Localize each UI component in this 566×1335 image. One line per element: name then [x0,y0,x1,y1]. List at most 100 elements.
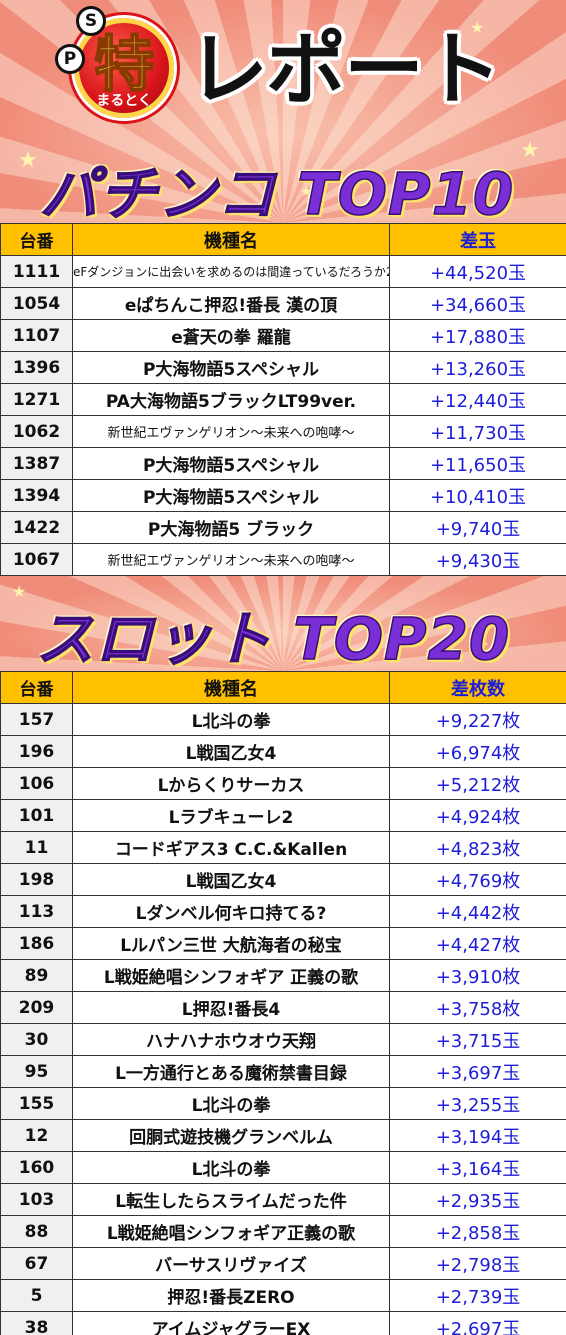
table-row: 209 L押忍!番長4 +3,758枚 [0,991,566,1024]
machine-number-cell: 157 [0,703,73,736]
machine-number-cell: 1054 [0,287,73,320]
machine-number-cell: 38 [0,1311,73,1335]
difference-cell: +9,740玉 [389,511,566,544]
difference-cell: +2,935玉 [389,1183,566,1216]
model-name-cell: eぱちんこ押忍!番長 漢の頂 [72,287,390,320]
star-icon: ★ [470,634,490,659]
maruto-logo: 特 まるとく [60,6,178,130]
model-name-cell: アイムジャグラーEX [72,1311,390,1335]
difference-cell: +6,974枚 [389,735,566,768]
table-row: 5 押忍!番長ZERO +2,739玉 [0,1279,566,1312]
model-name-cell: L戦国乙女4 [72,863,390,896]
star-icon: ★ [18,148,38,173]
difference-cell: +3,164玉 [389,1151,566,1184]
table-row: 186 Lルパン三世 大航海者の秘宝 +4,427枚 [0,927,566,960]
machine-number-cell: 89 [0,959,73,992]
machine-number-cell: 198 [0,863,73,896]
table-row: 95 L一方通行とある魔術禁書目録 +3,697玉 [0,1055,566,1088]
machine-number-cell: 95 [0,1055,73,1088]
table-row: 198 L戦国乙女4 +4,769枚 [0,863,566,896]
model-name-cell: PA大海物語5ブラックLT99ver. [72,383,390,416]
machine-number-cell: 1396 [0,351,73,384]
pachinko-table-body: 1111 eFダンジョンに出会いを求めるのは間違っているだろうか2 +44,520玉… [0,255,566,576]
model-name-cell: P大海物語5スペシャル [72,351,390,384]
difference-cell: +2,858玉 [389,1215,566,1248]
machine-number-cell: 196 [0,735,73,768]
table-row: 1111 eFダンジョンに出会いを求めるのは間違っているだろうか2 +44,520玉 [0,255,566,288]
star-icon: ★ [520,138,540,163]
table-header-row: 台番 機種名 差枚数 [0,671,566,704]
table-row: 196 L戦国乙女4 +6,974枚 [0,735,566,768]
slot-banner: ★ ★ スロット TOP20 [0,576,566,671]
column-header-model-name: 機種名 [72,671,390,704]
difference-cell: +44,520玉 [389,255,566,288]
table-row: 1394 P大海物語5スペシャル +10,410玉 [0,479,566,512]
difference-cell: +2,697玉 [389,1311,566,1335]
machine-number-cell: 30 [0,1023,73,1056]
pachinko-section-title: パチンコ TOP10 [39,159,515,223]
difference-cell: +4,924枚 [389,799,566,832]
machine-number-cell: 12 [0,1119,73,1152]
machine-number-cell: 1062 [0,415,73,448]
model-name-cell: P大海物語5スペシャル [72,447,390,480]
table-row: 30 ハナハナホウオウ天翔 +3,715玉 [0,1023,566,1056]
machine-number-cell: 1422 [0,511,73,544]
slot-section-title: スロット TOP20 [35,604,511,671]
table-row: 1387 P大海物語5スペシャル +11,650玉 [0,447,566,480]
difference-cell: +3,715玉 [389,1023,566,1056]
machine-number-cell: 160 [0,1151,73,1184]
slot-table: 台番 機種名 差枚数 157 L北斗の拳 +9,227枚 196 L戦国乙女4 +6,97… [0,671,566,1335]
machine-number-cell: 106 [0,767,73,800]
header-banner: ★ ★ ★ ★ 特 まるとく P S レポート パチンコ TOP10 [0,0,566,223]
table-row: 101 Lラブキューレ2 +4,924枚 [0,799,566,832]
difference-cell: +11,650玉 [389,447,566,480]
model-name-cell: コードギアス3 C.C.&Kallen [72,831,390,864]
model-name-cell: 新世紀エヴァンゲリオン～未来への咆哮～ [72,543,390,576]
difference-cell: +10,410玉 [389,479,566,512]
model-name-cell: 回胴式遊技機グランベルム [72,1119,390,1152]
machine-number-cell: 1271 [0,383,73,416]
table-row: 67 バーサスリヴァイズ +2,798玉 [0,1247,566,1280]
model-name-cell: Lダンベル何キロ持てる? [72,895,390,928]
model-name-cell: Lラブキューレ2 [72,799,390,832]
difference-cell: +3,758枚 [389,991,566,1024]
difference-cell: +4,427枚 [389,927,566,960]
report-title: レポート [188,23,502,116]
difference-cell: +3,697玉 [389,1055,566,1088]
difference-cell: +4,769枚 [389,863,566,896]
table-row: 157 L北斗の拳 +9,227枚 [0,703,566,736]
machine-number-cell: 88 [0,1215,73,1248]
difference-cell: +11,730玉 [389,415,566,448]
model-name-cell: P大海物語5 ブラック [72,511,390,544]
model-name-cell: L押忍!番長4 [72,991,390,1024]
star-icon: ★ [300,184,313,200]
model-name-cell: eFダンジョンに出会いを求めるのは間違っているだろうか2 [72,255,390,288]
difference-cell: +3,194玉 [389,1119,566,1152]
table-row: 160 L北斗の拳 +3,164玉 [0,1151,566,1184]
model-name-cell: 新世紀エヴァンゲリオン～未来への咆哮～ [72,415,390,448]
table-row: 1107 e蒼天の拳 羅龍 +17,880玉 [0,319,566,352]
machine-number-cell: 5 [0,1279,73,1312]
table-row: 88 L戦姫絶唱シンフォギア正義の歌 +2,858玉 [0,1215,566,1248]
machine-number-cell: 1111 [0,255,73,288]
machine-number-cell: 1394 [0,479,73,512]
difference-cell: +3,255玉 [389,1087,566,1120]
model-name-cell: L戦姫絶唱シンフォギア正義の歌 [72,1215,390,1248]
difference-cell: +3,910枚 [389,959,566,992]
machine-number-cell: 11 [0,831,73,864]
difference-cell: +13,260玉 [389,351,566,384]
model-name-cell: P大海物語5スペシャル [72,479,390,512]
table-row: 1396 P大海物語5スペシャル +13,260玉 [0,351,566,384]
difference-cell: +4,823枚 [389,831,566,864]
machine-number-cell: 1067 [0,543,73,576]
machine-number-cell: 209 [0,991,73,1024]
model-name-cell: バーサスリヴァイズ [72,1247,390,1280]
table-row: 1067 新世紀エヴァンゲリオン～未来への咆哮～ +9,430玉 [0,543,566,576]
column-header-medal-difference: 差枚数 [389,671,566,704]
difference-cell: +4,442枚 [389,895,566,928]
difference-cell: +17,880玉 [389,319,566,352]
machine-number-cell: 103 [0,1183,73,1216]
table-row: 103 L転生したらスライムだった件 +2,935玉 [0,1183,566,1216]
badge-p: P [55,44,85,74]
model-name-cell: e蒼天の拳 羅龍 [72,319,390,352]
